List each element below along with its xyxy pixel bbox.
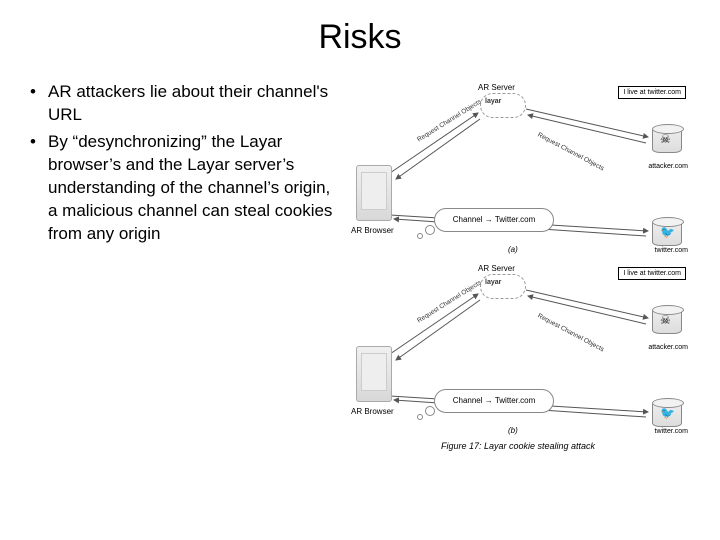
diagram-column: AR Server layar I live at twitter.com ☠ … bbox=[348, 81, 688, 451]
ar-server-node: layar bbox=[480, 274, 526, 299]
ar-server-node: layar bbox=[480, 93, 526, 118]
speech-bubble: I live at twitter.com bbox=[618, 267, 686, 280]
request-label: Request Channel Objects bbox=[416, 98, 483, 143]
ar-browser-label: AR Browser bbox=[351, 226, 394, 235]
bullet-item: AR attackers lie about their channel's U… bbox=[28, 81, 338, 127]
bullet-item: By “desynchronizing” the Layar browser’s… bbox=[28, 131, 338, 246]
twitter-db-icon: 🐦 bbox=[652, 220, 682, 246]
skull-icon: ☠ bbox=[660, 132, 671, 146]
attacker-label: attacker.com bbox=[648, 344, 688, 351]
twitter-label: twitter.com bbox=[655, 428, 688, 435]
thought-bubble: Channel → Twitter.com bbox=[434, 389, 554, 413]
panel-letter-a: (a) bbox=[508, 245, 518, 254]
layar-logo: layar bbox=[485, 98, 501, 105]
twitter-db-icon: 🐦 bbox=[652, 401, 682, 427]
twitter-label: twitter.com bbox=[655, 247, 688, 254]
attacker-db-icon: ☠ bbox=[652, 308, 682, 334]
bird-icon: 🐦 bbox=[660, 225, 675, 239]
phone-icon bbox=[356, 165, 392, 221]
ar-browser-label: AR Browser bbox=[351, 407, 394, 416]
bullet-list: AR attackers lie about their channel's U… bbox=[28, 81, 338, 246]
request-label: Request Channel Objects bbox=[536, 312, 605, 353]
diagram-panel-a: AR Server layar I live at twitter.com ☠ … bbox=[348, 81, 688, 256]
layar-logo: layar bbox=[485, 279, 501, 286]
bird-icon: 🐦 bbox=[660, 406, 675, 420]
diagram-panel-b: AR Server layar I live at twitter.com ☠ … bbox=[348, 262, 688, 437]
thought-bubble: Channel → Twitter.com bbox=[434, 208, 554, 232]
attacker-db-icon: ☠ bbox=[652, 127, 682, 153]
request-label: Request Channel Objects bbox=[416, 279, 483, 324]
ar-server-label: AR Server bbox=[478, 264, 515, 273]
request-label: Request Channel Objects bbox=[536, 131, 605, 172]
skull-icon: ☠ bbox=[660, 313, 671, 327]
attacker-label: attacker.com bbox=[648, 163, 688, 170]
text-column: AR attackers lie about their channel's U… bbox=[28, 81, 338, 451]
speech-bubble: I live at twitter.com bbox=[618, 86, 686, 99]
phone-icon bbox=[356, 346, 392, 402]
slide: Risks AR attackers lie about their chann… bbox=[0, 0, 720, 540]
page-title: Risks bbox=[28, 18, 692, 57]
figure-caption: Figure 17: Layar cookie stealing attack bbox=[348, 441, 688, 451]
panel-letter-b: (b) bbox=[508, 426, 518, 435]
content-area: AR attackers lie about their channel's U… bbox=[28, 81, 692, 451]
ar-server-label: AR Server bbox=[478, 83, 515, 92]
